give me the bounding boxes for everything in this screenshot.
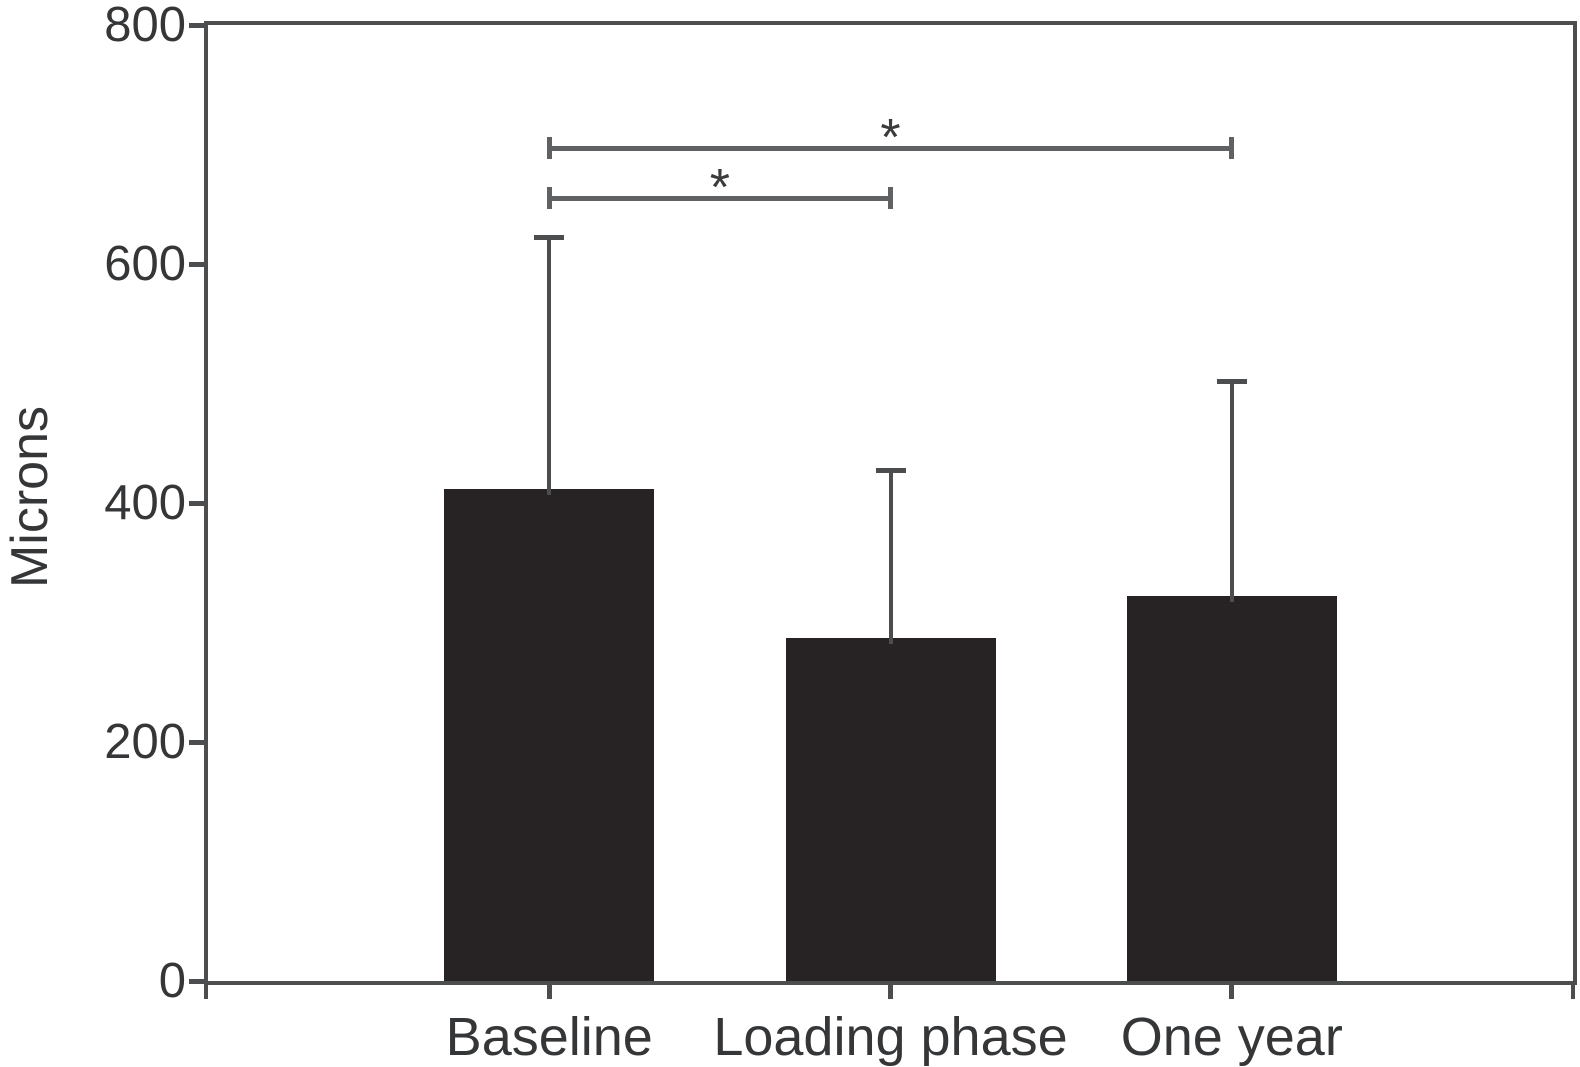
y-tick-label: 600 <box>104 237 186 291</box>
axis-corner-stub-left <box>204 985 208 999</box>
significance-bracket <box>549 195 891 201</box>
x-axis-label: Baseline <box>445 1007 653 1067</box>
error-whisker <box>547 236 552 495</box>
x-axis-label: One year <box>1120 1007 1343 1067</box>
y-tick-label: 400 <box>104 476 186 530</box>
y-tick <box>189 739 206 745</box>
y-tick-label: 200 <box>104 715 186 769</box>
x-tick <box>1229 985 1235 999</box>
error-whisker <box>1229 381 1234 603</box>
y-tick <box>189 261 206 267</box>
error-cap <box>875 467 906 473</box>
plot-area-frame <box>204 21 1577 985</box>
y-tick <box>189 978 206 984</box>
bar <box>1126 596 1337 981</box>
significance-bracket <box>549 145 1232 151</box>
error-whisker <box>888 469 893 645</box>
axis-corner-stub-right <box>1571 985 1575 999</box>
bracket-end-tick <box>888 187 893 210</box>
y-tick-label: 0 <box>158 954 186 1008</box>
significance-star: * <box>880 109 901 168</box>
bracket-end-tick <box>1229 137 1235 160</box>
significance-star: * <box>709 159 730 218</box>
bar <box>785 638 996 981</box>
x-axis-label: Loading phase <box>713 1007 1068 1067</box>
y-tick <box>189 500 206 506</box>
x-tick <box>546 985 552 999</box>
error-cap <box>534 234 565 240</box>
bracket-end-tick <box>546 137 552 160</box>
bracket-end-tick <box>546 187 552 210</box>
x-tick <box>888 985 893 999</box>
bar <box>444 488 655 981</box>
error-cap <box>1216 379 1247 385</box>
y-tick <box>189 22 206 28</box>
y-tick-label: 800 <box>104 0 186 52</box>
